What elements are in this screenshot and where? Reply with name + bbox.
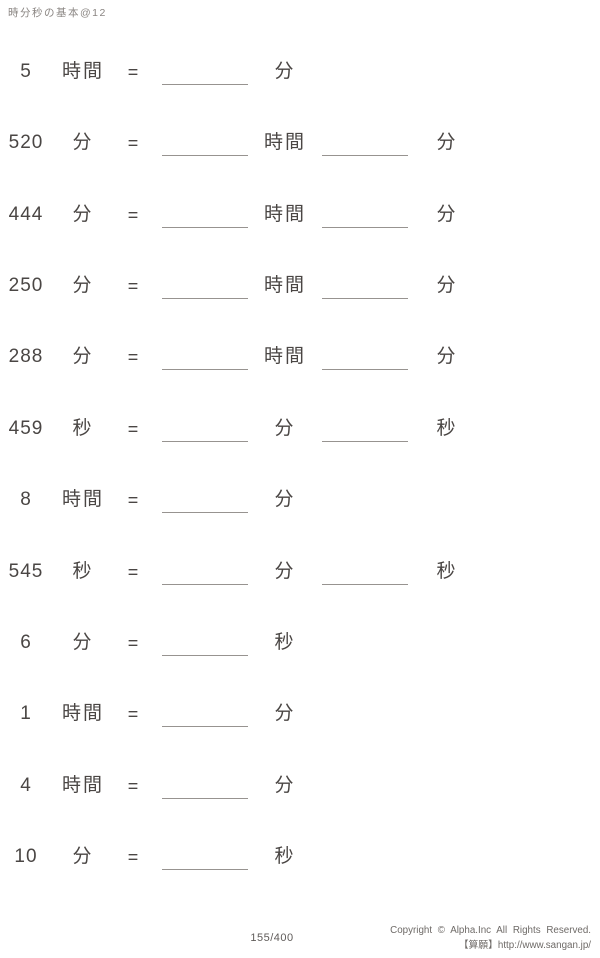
answer-blank-2 <box>322 411 408 442</box>
answer-blank-1 <box>162 768 248 799</box>
answer-blank-2 <box>322 125 408 157</box>
unit-mid-label: 分 <box>274 61 296 82</box>
unit-from-label: 分 <box>72 203 94 225</box>
unit-from-label: 時間 <box>61 489 104 511</box>
equals-sign: = <box>127 561 139 582</box>
equals-sign: = <box>127 276 139 297</box>
problem-value: 520 <box>8 132 44 154</box>
problem-value: 4 <box>20 774 32 796</box>
unit-end-label: 分 <box>436 346 458 368</box>
problem-row: 6 分 = 秒 <box>0 623 600 663</box>
unit-from-label: 分 <box>72 275 94 297</box>
unit-from-label: 時間 <box>61 703 104 725</box>
answer-blank-1 <box>162 339 248 371</box>
unit-mid-label: 時間 <box>263 203 306 225</box>
unit-from-label: 時間 <box>61 61 104 82</box>
answer-blank-2 <box>322 339 408 371</box>
unit-from-label: 分 <box>72 631 94 653</box>
problem-value: 1 <box>20 703 32 725</box>
unit-mid-label: 時間 <box>263 346 306 368</box>
problem-value: 545 <box>8 560 44 582</box>
unit-from-label: 分 <box>72 845 94 867</box>
equals-sign: = <box>127 490 139 511</box>
answer-blank-1 <box>162 197 248 228</box>
problem-row: 5 時間 = 分 <box>0 52 600 92</box>
problem-row: 10 分 = 秒 <box>0 837 600 877</box>
equals-sign: = <box>127 347 139 368</box>
answer-blank-1 <box>162 125 248 157</box>
unit-mid-label: 分 <box>274 417 296 439</box>
equals-sign: = <box>127 133 139 154</box>
equals-sign: = <box>127 418 139 439</box>
unit-from-label: 時間 <box>61 774 104 796</box>
problem-value: 6 <box>20 631 32 653</box>
answer-blank-2 <box>322 197 408 228</box>
unit-mid-label: 分 <box>274 774 296 796</box>
answer-blank-1 <box>162 411 248 442</box>
answer-blank-2 <box>322 554 408 585</box>
unit-from-label: 秒 <box>72 560 94 582</box>
unit-mid-label: 時間 <box>263 275 306 297</box>
unit-mid-label: 分 <box>274 560 296 582</box>
unit-end-label: 分 <box>436 203 458 225</box>
unit-mid-label: 秒 <box>274 631 296 653</box>
answer-blank-1 <box>162 696 248 728</box>
answer-blank-1 <box>162 482 248 514</box>
unit-mid-label: 分 <box>274 703 296 725</box>
answer-blank-1 <box>162 839 248 870</box>
answer-blank-1 <box>162 268 248 300</box>
copyright-line-1: Copyright © Alpha.Inc All Rights Reserve… <box>390 925 591 936</box>
answer-blank-1 <box>162 554 248 585</box>
unit-end-label: 分 <box>436 132 458 154</box>
problem-value: 8 <box>20 489 32 511</box>
problem-row: 250 分 = 時間 分 <box>0 266 600 306</box>
problem-row: 1 時間 = 分 <box>0 694 600 734</box>
copyright-line-2: 【算願】http://www.sangan.jp/ <box>458 939 591 951</box>
copyright-block: Copyright © Alpha.Inc All Rights Reserve… <box>390 924 591 953</box>
unit-from-label: 秒 <box>72 417 94 439</box>
answer-blank-1 <box>162 54 248 85</box>
problem-row: 545 秒 = 分 秒 <box>0 552 600 592</box>
problem-row: 520 分 = 時間 分 <box>0 123 600 163</box>
problem-row: 444 分 = 時間 分 <box>0 195 600 235</box>
page-title: 時分秒の基本@12 <box>8 7 107 19</box>
unit-mid-label: 分 <box>274 489 296 511</box>
problem-row: 8 時間 = 分 <box>0 480 600 520</box>
problem-value: 288 <box>8 346 44 368</box>
equals-sign: = <box>127 204 139 225</box>
unit-mid-label: 時間 <box>263 132 306 154</box>
problem-row: 459 秒 = 分 秒 <box>0 409 600 449</box>
equals-sign: = <box>127 704 139 725</box>
equals-sign: = <box>127 846 139 867</box>
problem-row: 288 分 = 時間 分 <box>0 337 600 377</box>
problem-value: 5 <box>20 61 32 82</box>
unit-end-label: 秒 <box>436 560 458 582</box>
equals-sign: = <box>127 62 139 82</box>
problem-value: 444 <box>8 203 44 225</box>
unit-mid-label: 秒 <box>274 845 296 867</box>
problem-value: 250 <box>8 275 44 297</box>
equals-sign: = <box>127 775 139 796</box>
answer-blank-2 <box>322 268 408 300</box>
problem-value: 459 <box>8 417 44 439</box>
unit-from-label: 分 <box>72 132 94 154</box>
unit-from-label: 分 <box>72 346 94 368</box>
equals-sign: = <box>127 632 139 653</box>
unit-end-label: 分 <box>436 275 458 297</box>
answer-blank-1 <box>162 625 248 656</box>
page-number: 155/400 <box>250 932 294 944</box>
problem-value: 10 <box>14 845 38 867</box>
unit-end-label: 秒 <box>436 417 458 439</box>
problem-row: 4 時間 = 分 <box>0 766 600 806</box>
